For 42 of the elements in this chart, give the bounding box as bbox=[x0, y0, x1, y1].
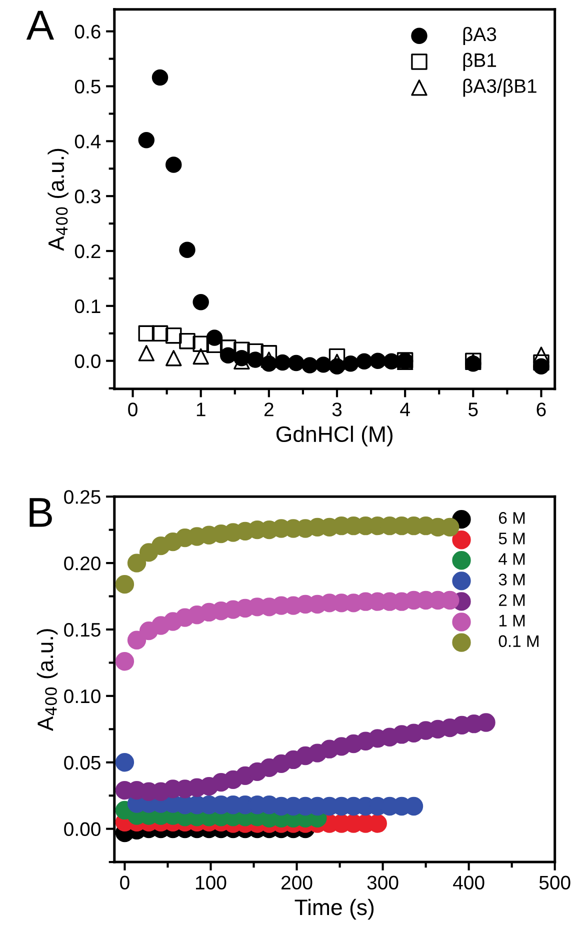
x-tick-label: 6 bbox=[536, 402, 546, 416]
legend-label: 2 M bbox=[499, 594, 525, 606]
legend-label: βA3 bbox=[463, 26, 496, 45]
legend-label: 3 M bbox=[498, 574, 525, 586]
text: A bbox=[26, 10, 54, 40]
legend-label: βA3/βB1 bbox=[463, 78, 536, 97]
x-axis-title: GdnHCl (M) bbox=[276, 426, 393, 446]
y-tick-label: 0.2 bbox=[74, 244, 100, 258]
x-axis-title: Time (s) bbox=[294, 898, 374, 920]
y-tick-label: 0.10 bbox=[64, 689, 100, 704]
x-tick-label: 0 bbox=[120, 876, 130, 890]
x-tick-label: 3 bbox=[332, 402, 342, 416]
y-tick-label: 0.3 bbox=[74, 190, 100, 204]
y-axis-title: A$_{400}$ (a.u.) bbox=[36, 629, 58, 732]
y-axis-title: A$_{400}$ (a.u.) bbox=[48, 148, 68, 251]
x-tick-label: 0 bbox=[128, 402, 138, 416]
legend-label: 6 M bbox=[499, 512, 525, 524]
x-tick-label: 400 bbox=[453, 876, 484, 890]
x-tick-label: 5 bbox=[468, 402, 478, 416]
legend-label: βB1 bbox=[463, 52, 496, 71]
x-tick-label: 200 bbox=[282, 876, 312, 890]
x-tick-label: 1 bbox=[196, 402, 206, 416]
y-tick-label: 0.4 bbox=[74, 134, 101, 148]
y-tick-label: 0.20 bbox=[64, 556, 100, 570]
legend-label: 4 M bbox=[498, 553, 525, 565]
y-tick-label: 0.05 bbox=[64, 756, 100, 770]
legend-label: 5 M bbox=[498, 532, 525, 544]
text: B bbox=[30, 498, 52, 527]
legend-label: 0.1 M bbox=[498, 635, 538, 648]
y-tick-label: 0.5 bbox=[74, 80, 100, 94]
y-tick-label: 0.15 bbox=[64, 622, 100, 637]
y-tick-label: 0.00 bbox=[64, 822, 100, 836]
x-tick-label: 2 bbox=[264, 402, 274, 416]
y-tick-label: 0.6 bbox=[74, 24, 100, 39]
y-tick-label: 0.25 bbox=[64, 490, 100, 504]
x-tick-label: 300 bbox=[367, 876, 398, 890]
x-tick-label: 4 bbox=[400, 402, 410, 416]
y-tick-label: 0.0 bbox=[74, 354, 100, 368]
legend-label: 1 M bbox=[499, 614, 525, 626]
y-tick-label: 0.1 bbox=[74, 299, 100, 314]
x-tick-label: 100 bbox=[196, 876, 226, 890]
x-tick-label: 500 bbox=[539, 876, 570, 890]
